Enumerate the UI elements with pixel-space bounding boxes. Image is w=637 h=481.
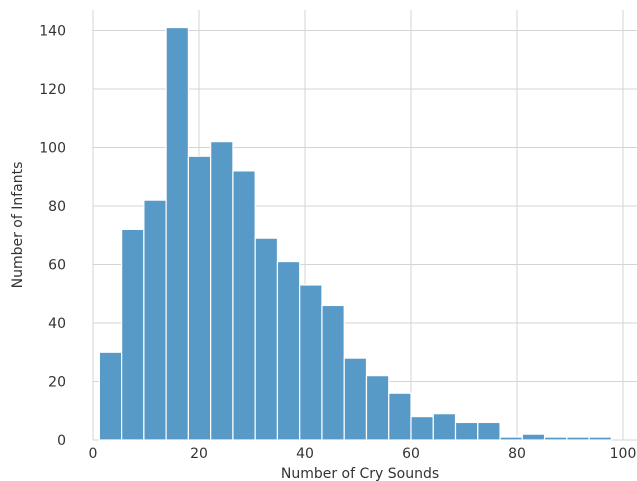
y-tick-label: 0 — [57, 433, 66, 449]
histogram-bar — [477, 421, 501, 441]
histogram-bar — [343, 357, 368, 441]
histogram-bar — [432, 413, 457, 441]
histogram-bar — [499, 436, 523, 441]
histogram-bar — [276, 260, 301, 441]
histogram-bar — [98, 351, 123, 441]
histogram-bar — [299, 284, 323, 441]
histogram-bar — [121, 228, 145, 441]
y-tick-label: 120 — [39, 82, 66, 98]
x-tick-label: 80 — [508, 446, 526, 462]
y-tick-label: 140 — [39, 23, 66, 39]
y-tick-label: 100 — [39, 140, 66, 156]
histogram-bar — [454, 421, 479, 441]
y-tick-label: 80 — [48, 199, 66, 215]
x-tick-label: 20 — [190, 446, 208, 462]
histogram-bar — [165, 26, 189, 441]
y-tick-label: 40 — [48, 316, 66, 332]
y-tick-label: 20 — [48, 374, 66, 390]
histogram-bar — [566, 436, 590, 441]
histogram-bar — [365, 375, 390, 441]
histogram-bar — [143, 199, 167, 441]
x-axis-label: Number of Cry Sounds — [281, 466, 439, 481]
histogram-bar — [232, 170, 256, 441]
bars — [98, 26, 612, 441]
histogram-bar — [543, 436, 568, 441]
histogram-bar — [210, 141, 234, 441]
histogram-bar — [254, 237, 279, 441]
histogram-bar — [187, 155, 212, 441]
histogram-bar — [321, 304, 345, 441]
tick-labels: 0 20 40 60 80 100 0 20 40 60 80 100 120 140 — [39, 23, 636, 462]
histogram-bar — [588, 436, 612, 441]
x-tick-label: 100 — [610, 446, 637, 462]
x-tick-label: 0 — [89, 446, 98, 462]
x-tick-label: 40 — [296, 446, 314, 462]
histogram-bar — [521, 433, 546, 441]
y-axis-label: Number of Infants — [10, 162, 26, 289]
x-tick-label: 60 — [402, 446, 420, 462]
histogram-bar — [410, 415, 434, 441]
y-tick-label: 60 — [48, 257, 66, 273]
histogram-bar — [388, 392, 412, 441]
